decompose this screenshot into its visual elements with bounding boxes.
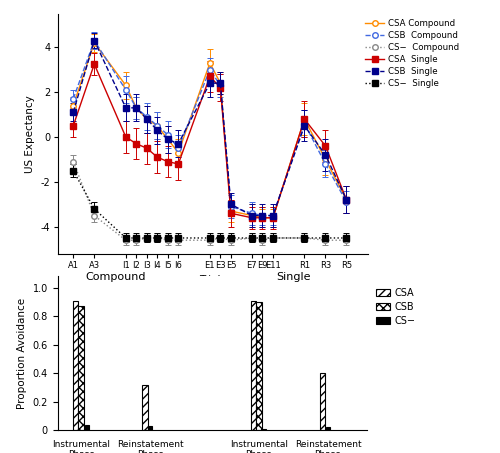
Bar	[326, 428, 330, 430]
Legend: CSA Compound, CSB  Compound, CS−  Compound, CSA  Single, CSB  Single, CS−  Singl: CSA Compound, CSB Compound, CS− Compound…	[364, 18, 460, 89]
Bar	[85, 424, 88, 430]
Bar	[256, 302, 262, 430]
Y-axis label: Proportion Avoidance: Proportion Avoidance	[17, 298, 27, 409]
Bar	[262, 429, 266, 430]
Bar	[148, 426, 152, 430]
Text: Single: Single	[276, 272, 310, 282]
Bar	[142, 385, 148, 430]
Bar	[78, 306, 84, 430]
Bar	[250, 301, 256, 430]
Text: Compound: Compound	[86, 272, 146, 282]
Y-axis label: US Expectancy: US Expectancy	[25, 95, 35, 173]
Bar	[320, 373, 325, 430]
Legend: CSA, CSB, CS−: CSA, CSB, CS−	[372, 284, 419, 330]
Bar	[73, 301, 78, 430]
X-axis label: Trials: Trials	[199, 275, 226, 285]
